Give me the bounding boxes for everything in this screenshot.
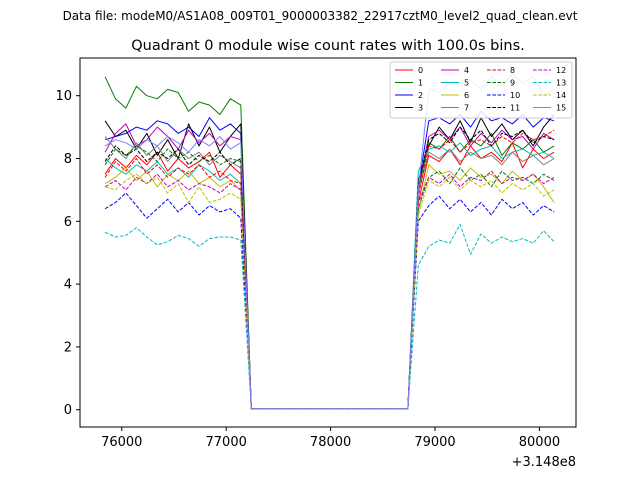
legend-label-5: 5: [464, 79, 469, 88]
series-layer: [104, 73, 555, 410]
legend-label-8: 8: [510, 66, 515, 75]
legend-label-11: 11: [510, 104, 520, 113]
series-line-10: [104, 192, 555, 410]
series-line-11: [104, 126, 555, 410]
legend-label-12: 12: [556, 66, 566, 75]
y-tick-label: 0: [64, 403, 72, 418]
axes-layer: 76000 77000 78000 79000 80000 0 2 4 6 8 10: [55, 89, 560, 450]
legend-label-1: 1: [418, 79, 423, 88]
x-tick-label: 78000: [310, 435, 351, 450]
legend-label-3: 3: [418, 104, 423, 113]
x-tick-label: 77000: [206, 435, 247, 450]
legend-label-2: 2: [418, 91, 423, 100]
x-tick-label: 80000: [519, 435, 560, 450]
y-tick-label: 4: [64, 278, 72, 293]
series-line-13: [104, 223, 555, 410]
legend-label-4: 4: [464, 66, 469, 75]
y-tick-label: 6: [64, 215, 72, 230]
legend-label-6: 6: [464, 91, 469, 100]
legend-label-14: 14: [556, 91, 566, 100]
x-tick-label: 79000: [414, 435, 455, 450]
series-line-12: [104, 170, 555, 410]
legend-label-15: 15: [556, 104, 566, 113]
chart-title: Quadrant 0 module wise count rates with …: [131, 38, 525, 54]
x-offset-label: +3.148e8: [512, 455, 576, 470]
plot-frame: [79, 57, 577, 428]
legend-label-7: 7: [464, 104, 469, 113]
legend-label-10: 10: [510, 91, 520, 100]
y-tick-label: 2: [64, 340, 72, 355]
series-line-9: [104, 145, 555, 410]
legend-label-9: 9: [510, 79, 515, 88]
legend-label-0: 0: [418, 66, 423, 75]
y-tick-label: 10: [55, 89, 72, 104]
y-tick-label: 8: [64, 152, 72, 167]
x-tick-label: 76000: [101, 435, 142, 450]
legend-label-13: 13: [556, 79, 566, 88]
suptitle: Data file: modeM0/AS1A08_009T01_90000033…: [63, 9, 578, 23]
legend-box: [389, 61, 573, 119]
